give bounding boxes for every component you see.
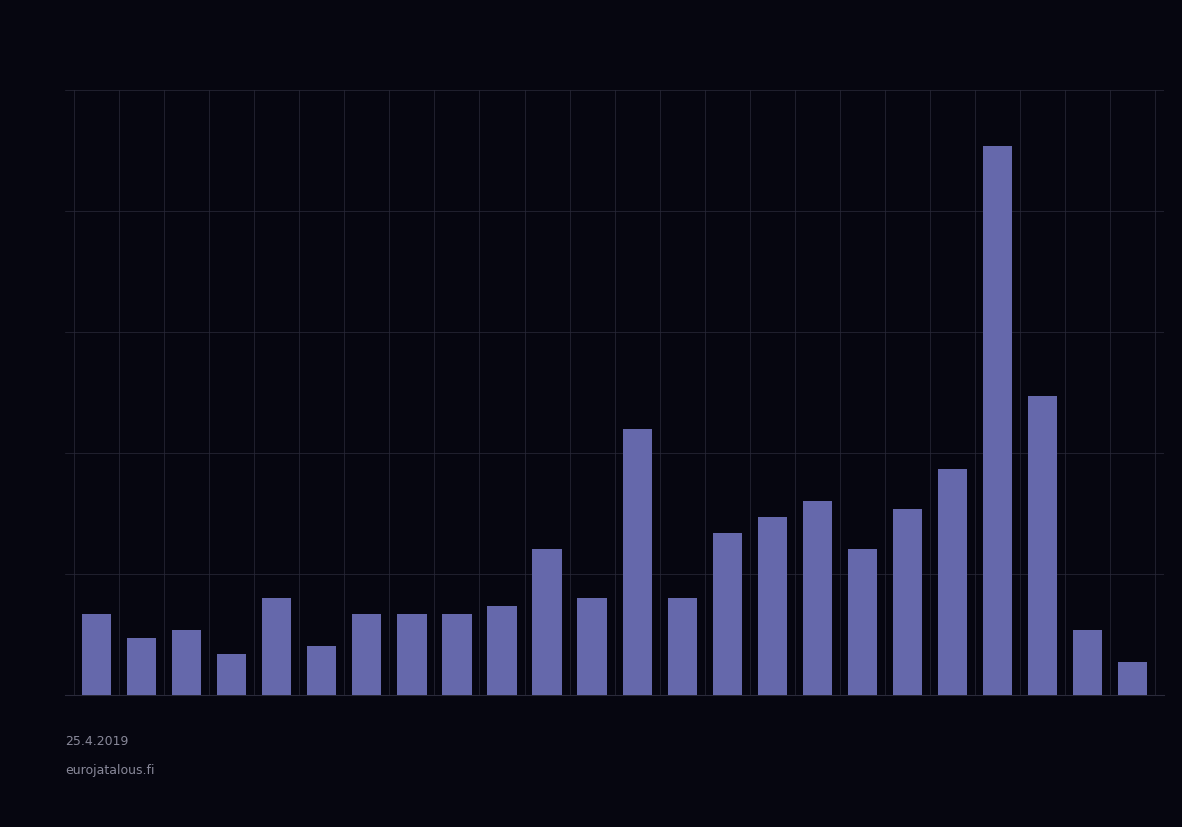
Bar (307, 647, 337, 695)
Bar (578, 598, 606, 695)
Bar (532, 550, 561, 695)
Bar (713, 533, 742, 695)
Bar (1028, 397, 1057, 695)
Bar (1118, 662, 1148, 695)
Bar (487, 606, 517, 695)
Bar (352, 614, 382, 695)
Bar (758, 518, 787, 695)
Bar (262, 598, 292, 695)
Bar (82, 614, 111, 695)
Text: eurojatalous.fi: eurojatalous.fi (65, 763, 155, 777)
Bar (623, 429, 651, 695)
Bar (397, 614, 427, 695)
Bar (803, 501, 832, 695)
Text: 25.4.2019: 25.4.2019 (65, 734, 129, 748)
Bar (937, 469, 967, 695)
Bar (892, 509, 922, 695)
Bar (126, 638, 156, 695)
Bar (217, 654, 246, 695)
Bar (1073, 630, 1103, 695)
Bar (983, 147, 1012, 695)
Bar (847, 550, 877, 695)
Bar (668, 598, 697, 695)
Bar (442, 614, 472, 695)
Bar (173, 630, 201, 695)
